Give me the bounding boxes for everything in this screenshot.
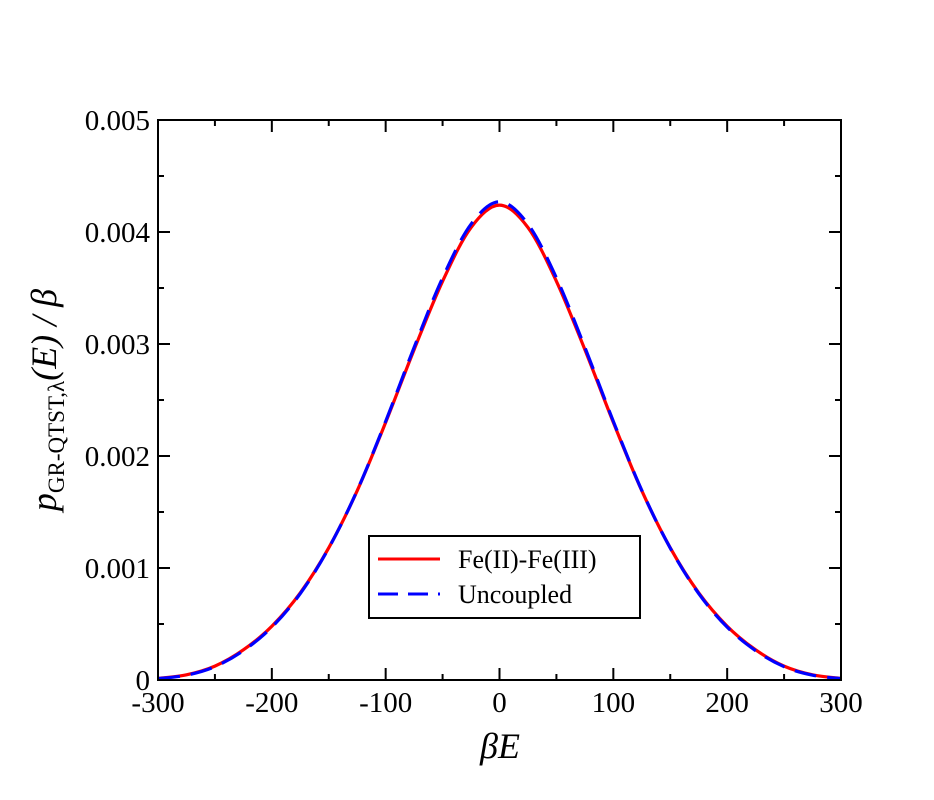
y-tick-label: 0.001 [85, 553, 150, 585]
y-axis-title: pGR-QTST,λ(E) / β [24, 289, 69, 514]
y-tick-label: 0 [136, 665, 151, 697]
tick-labels: -300 -200 -100 0 100 200 300 0 0.001 0.002 0.003 0.… [85, 105, 863, 719]
plot-frame [157, 119, 842, 681]
legend-label-fe: Fe(II)-Fe(III) [458, 545, 597, 574]
x-tick-label: 300 [819, 687, 863, 719]
x-tick-label: -300 [131, 687, 184, 719]
y-tick-label: 0.003 [85, 329, 150, 361]
legend-box [368, 535, 641, 619]
x-tick-label: -200 [245, 687, 298, 719]
x-axis-title: βE [479, 726, 520, 766]
y-axis-title-subscript: GR-QTST,λ [44, 380, 69, 493]
x-tick-label: 100 [592, 687, 636, 719]
x-tick-label: 0 [492, 687, 507, 719]
x-tick-label: -100 [359, 687, 412, 719]
y-tick-label: 0.004 [85, 217, 151, 249]
y-tick-label: 0.005 [85, 105, 150, 137]
y-axis-title-rest: (E) / β [24, 289, 64, 381]
y-axis-title-main: p [24, 493, 64, 514]
series-line-uncoupled [158, 200, 841, 680]
legend-label-uncoupled: Uncoupled [458, 580, 572, 609]
x-tick-label: 200 [705, 687, 749, 719]
y-tick-label: 0.002 [85, 441, 150, 473]
legend: Fe(II)-Fe(III) Uncoupled [368, 535, 641, 619]
series-group [158, 200, 841, 680]
